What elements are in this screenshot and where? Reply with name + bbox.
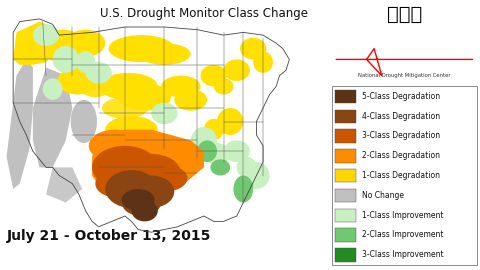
Ellipse shape (174, 89, 207, 111)
Bar (335, 228, 356, 242)
Ellipse shape (142, 135, 187, 167)
Ellipse shape (119, 84, 171, 111)
Ellipse shape (121, 189, 161, 216)
Ellipse shape (201, 65, 227, 86)
Text: July 21 - October 13, 2015: July 21 - October 13, 2015 (7, 229, 211, 243)
Text: 5-Class Degradation: 5-Class Degradation (362, 92, 440, 101)
Text: 3-Class Degradation: 3-Class Degradation (362, 131, 440, 140)
Ellipse shape (138, 43, 191, 65)
Ellipse shape (99, 73, 158, 100)
Ellipse shape (53, 46, 79, 73)
Ellipse shape (43, 78, 62, 100)
Bar (335, 110, 356, 123)
Polygon shape (46, 167, 82, 202)
Ellipse shape (89, 130, 142, 162)
Ellipse shape (102, 97, 148, 119)
Bar (335, 149, 356, 163)
Ellipse shape (58, 68, 97, 94)
Ellipse shape (217, 108, 243, 135)
Text: 2-Class Degradation: 2-Class Degradation (362, 151, 440, 160)
Ellipse shape (214, 78, 233, 94)
Text: 🌳🌵🌲: 🌳🌵🌲 (387, 5, 422, 24)
Ellipse shape (191, 127, 217, 154)
Ellipse shape (224, 140, 250, 162)
Ellipse shape (121, 189, 155, 211)
Ellipse shape (158, 148, 204, 176)
Ellipse shape (71, 100, 97, 143)
Ellipse shape (66, 30, 105, 57)
Polygon shape (33, 68, 72, 167)
Text: U.S. Drought Monitor Class Change: U.S. Drought Monitor Class Change (100, 7, 308, 20)
Ellipse shape (151, 103, 178, 124)
Polygon shape (92, 130, 204, 200)
Ellipse shape (76, 51, 96, 73)
Ellipse shape (128, 176, 174, 208)
Bar (335, 208, 356, 222)
Ellipse shape (204, 119, 224, 140)
Text: 2-Class Improvement: 2-Class Improvement (362, 230, 444, 239)
Ellipse shape (105, 170, 158, 208)
Ellipse shape (79, 76, 112, 97)
Bar (335, 189, 356, 202)
Bar (335, 129, 356, 143)
Text: 3-Class Improvement: 3-Class Improvement (362, 250, 444, 259)
Text: National Drought Mitigation Center: National Drought Mitigation Center (358, 73, 451, 78)
Ellipse shape (233, 176, 253, 202)
Text: 4-Class Degradation: 4-Class Degradation (362, 112, 440, 121)
Ellipse shape (39, 30, 85, 62)
Text: 1-Class Improvement: 1-Class Improvement (362, 211, 444, 220)
Bar (335, 248, 356, 262)
Text: 1-Class Degradation: 1-Class Degradation (362, 171, 440, 180)
Ellipse shape (210, 159, 230, 176)
Ellipse shape (253, 51, 273, 73)
Ellipse shape (121, 154, 181, 192)
Ellipse shape (197, 140, 217, 162)
Polygon shape (7, 59, 33, 189)
Ellipse shape (237, 157, 256, 178)
Ellipse shape (105, 116, 158, 143)
Ellipse shape (204, 143, 230, 165)
Ellipse shape (96, 170, 135, 197)
Ellipse shape (161, 76, 201, 97)
Text: No Change: No Change (362, 191, 404, 200)
Ellipse shape (142, 165, 187, 192)
Ellipse shape (112, 167, 164, 200)
Ellipse shape (85, 62, 112, 84)
Ellipse shape (240, 38, 266, 59)
Ellipse shape (33, 24, 59, 46)
Ellipse shape (108, 35, 174, 62)
Ellipse shape (92, 146, 158, 189)
Bar (335, 90, 356, 103)
Ellipse shape (132, 200, 158, 221)
Ellipse shape (243, 162, 270, 189)
Polygon shape (13, 22, 59, 65)
Ellipse shape (224, 59, 250, 81)
Bar (335, 169, 356, 183)
FancyBboxPatch shape (332, 86, 477, 265)
